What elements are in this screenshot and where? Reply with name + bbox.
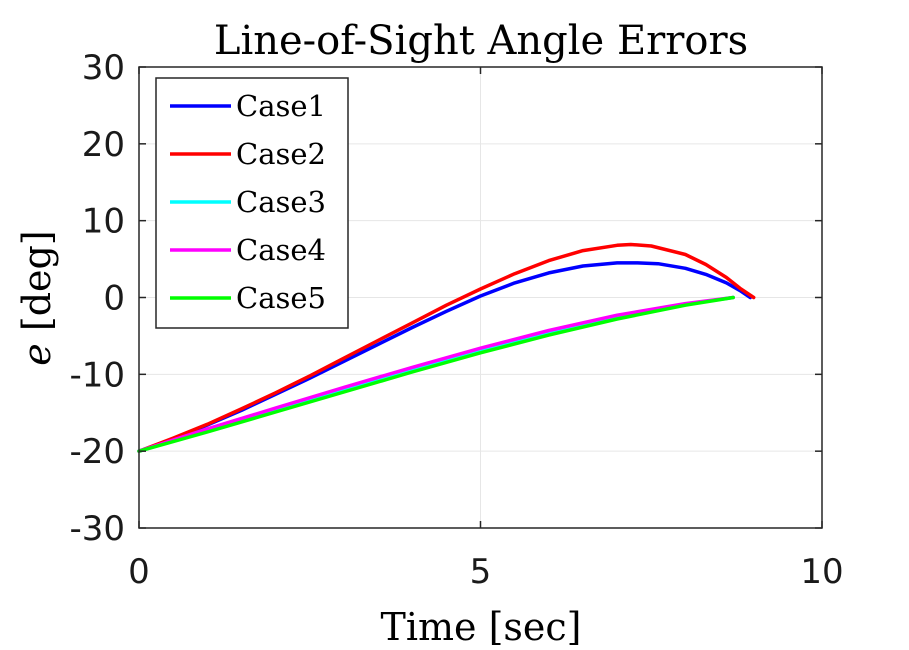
- x-tick-label: 5: [470, 552, 492, 592]
- x-tick-label: 10: [800, 552, 843, 592]
- y-tick-label: 20: [82, 125, 125, 165]
- y-tick-label: 30: [82, 48, 125, 88]
- legend: Case1 Case2 Case3 Case4 Case5: [155, 77, 349, 329]
- legend-label: Case5: [236, 281, 326, 315]
- x-axis-label: Time [sec]: [380, 605, 581, 649]
- y-axis-label: e [deg]: [15, 230, 59, 365]
- y-axis-label-unit: [deg]: [15, 230, 59, 331]
- y-tick-label: 0: [103, 279, 125, 319]
- legend-label: Case1: [236, 89, 326, 123]
- y-axis-label-symbol: e: [15, 343, 59, 366]
- y-tick-label: -20: [69, 432, 125, 472]
- series-lines: [137, 242, 756, 453]
- chart-title: Line-of-Sight Angle Errors: [214, 18, 748, 64]
- legend-label: Case2: [236, 137, 326, 171]
- x-tick-label: 0: [128, 552, 150, 592]
- legend-label: Case3: [236, 185, 326, 219]
- y-tick-label: -30: [69, 509, 125, 549]
- series-line-case4: [137, 295, 735, 453]
- y-tick-label: -10: [69, 355, 125, 395]
- series-line-case2: [137, 242, 756, 453]
- legend-label: Case4: [236, 233, 326, 267]
- y-tick-label: 10: [82, 202, 125, 242]
- y-axis-ticks: 30 20 10 0 -10 -20 -30: [69, 48, 822, 549]
- x-axis-ticks: 0 5 10: [128, 67, 844, 592]
- series-line-case5: [137, 295, 735, 453]
